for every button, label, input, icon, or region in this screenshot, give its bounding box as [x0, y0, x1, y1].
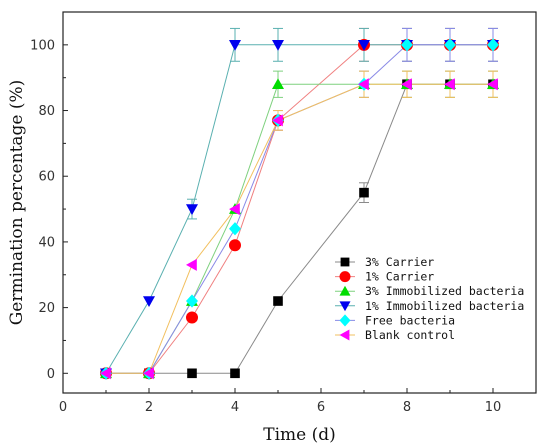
plot-frame — [62, 11, 537, 394]
legend-item: Blank control — [335, 328, 455, 342]
legend-label: Free bacteria — [365, 313, 455, 327]
data-point — [272, 40, 284, 51]
legend-label: 3% Immobilized bacteria — [365, 284, 524, 298]
y-tick-label: 60 — [38, 170, 55, 185]
data-point — [272, 114, 283, 127]
legend-label: 1% Immobilized bacteria — [365, 299, 524, 313]
data-point — [229, 239, 241, 252]
legend-label: Blank control — [365, 328, 455, 342]
legend-item: 3% Immobilized bacteria — [335, 284, 524, 298]
plot-area — [100, 27, 499, 380]
legend-label: 1% Carrier — [365, 270, 434, 284]
data-point — [358, 40, 370, 51]
legend-marker — [339, 314, 351, 327]
legend-marker — [339, 285, 351, 296]
data-point — [229, 222, 241, 236]
x-tick-label: 6 — [317, 400, 325, 415]
x-tick-label: 0 — [59, 400, 67, 415]
data-point — [487, 78, 498, 91]
data-point — [401, 78, 412, 91]
data-point — [273, 296, 283, 306]
y-tick-label: 0 — [47, 367, 55, 382]
data-point — [359, 187, 369, 198]
data-point — [186, 204, 198, 216]
x-tick-label: 2 — [145, 400, 153, 415]
legend-item: 1% Immobilized bacteria — [335, 299, 524, 313]
data-point — [229, 203, 240, 216]
data-point — [143, 296, 155, 308]
x-tick-label: 8 — [403, 400, 411, 415]
x-axis-title: Time (d) — [263, 425, 336, 445]
x-tick-label: 10 — [485, 400, 502, 415]
data-point — [358, 78, 369, 91]
y-axis-title: Germination percentage (%) — [7, 80, 27, 326]
data-point — [444, 38, 456, 52]
data-point — [100, 367, 111, 380]
legend-marker — [340, 257, 350, 267]
data-point — [143, 367, 154, 380]
data-point — [229, 40, 241, 51]
data-point — [186, 294, 198, 308]
legend-marker — [339, 301, 351, 312]
data-point — [186, 311, 198, 324]
data-point — [401, 38, 413, 52]
legend-marker — [339, 329, 350, 341]
legend-marker — [339, 271, 351, 283]
y-tick-label: 80 — [38, 104, 55, 119]
data-point — [230, 368, 240, 379]
y-tick-label: 100 — [30, 38, 55, 53]
data-point — [487, 38, 499, 52]
legend-item: Free bacteria — [335, 313, 455, 327]
legend-item: 3% Carrier — [335, 255, 434, 269]
y-tick-label: 20 — [38, 301, 55, 316]
legend-item: 1% Carrier — [335, 270, 434, 284]
data-point — [444, 78, 455, 91]
data-point — [272, 78, 284, 90]
x-tick-label: 4 — [231, 400, 239, 415]
y-tick-label: 40 — [38, 235, 55, 250]
legend-label: 3% Carrier — [365, 255, 434, 269]
data-point — [186, 258, 197, 271]
data-point — [187, 368, 197, 379]
